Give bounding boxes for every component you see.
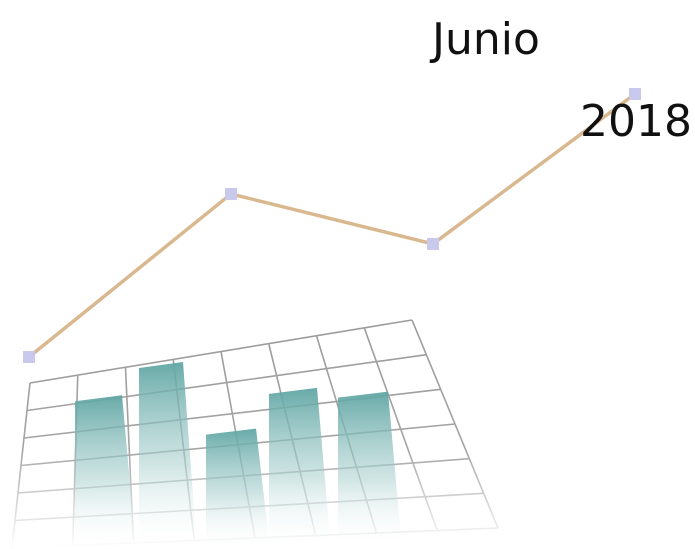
bar [206,428,270,549]
trend-point-marker [427,237,439,250]
year-label: 2018 [580,96,692,147]
trend-line [27,92,637,359]
bars-group [75,362,402,549]
month-label: Junio [432,14,540,65]
bar [338,391,402,549]
bar [75,395,136,549]
trend-point-marker [23,351,35,363]
bar [139,362,197,549]
trend-point-marker [225,187,237,200]
trend-point-marker [629,88,641,100]
trend-line-group [23,88,641,363]
grid-line-horizontal [29,319,413,384]
bar [269,387,331,549]
